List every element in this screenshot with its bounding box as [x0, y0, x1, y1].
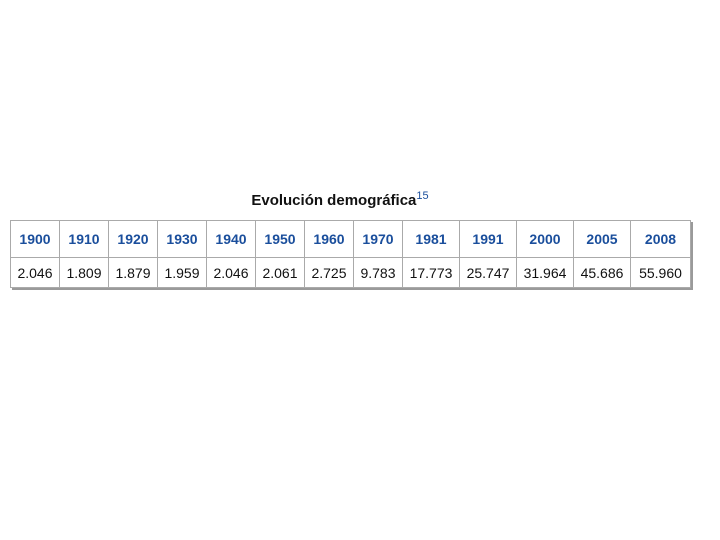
header-cell: 1970	[353, 220, 403, 258]
data-table: 1900 1910 1920 1930 1940 1950 1960 1970 1981 1991…	[10, 220, 691, 288]
data-cell: 9.783	[353, 257, 403, 288]
data-cell: 1.879	[108, 257, 158, 288]
header-cell: 1900	[10, 220, 60, 258]
header-cell: 1960	[304, 220, 354, 258]
data-cell: 55.960	[630, 257, 691, 288]
data-cell: 31.964	[516, 257, 574, 288]
data-cell: 45.686	[573, 257, 631, 288]
header-cell: 2000	[516, 220, 574, 258]
title-text: Evolución demográfica	[251, 192, 417, 209]
data-row: 2.046 1.809 1.879 1.959 2.046 2.061 2.725 9.783…	[10, 257, 691, 288]
header-row: 1900 1910 1920 1930 1940 1950 1960 1970 1981 1991…	[10, 220, 691, 258]
header-cell: 1991	[459, 220, 517, 258]
header-cell: 2008	[630, 220, 691, 258]
data-cell: 2.046	[206, 257, 256, 288]
data-cell: 1.959	[157, 257, 207, 288]
header-cell: 1910	[59, 220, 109, 258]
header-cell: 1930	[157, 220, 207, 258]
header-cell: 1940	[206, 220, 256, 258]
data-cell: 25.747	[459, 257, 517, 288]
data-cell: 1.809	[59, 257, 109, 288]
data-cell: 2.061	[255, 257, 305, 288]
header-cell: 1920	[108, 220, 158, 258]
data-cell: 2.046	[10, 257, 60, 288]
table-title: Evolución demográfica15	[0, 190, 680, 209]
reference[interactable]: 15	[416, 190, 429, 202]
data-cell: 17.773	[402, 257, 460, 288]
header-cell: 1981	[402, 220, 460, 258]
data-cell: 2.725	[304, 257, 354, 288]
header-cell: 2005	[573, 220, 631, 258]
header-cell: 1950	[255, 220, 305, 258]
